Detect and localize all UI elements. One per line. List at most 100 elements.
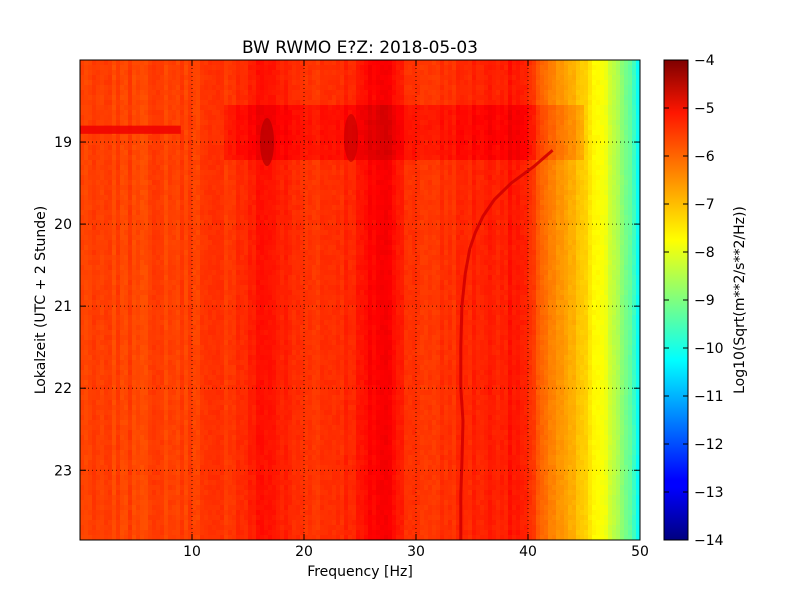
heatmap-cell	[208, 180, 213, 186]
heatmap-cell	[236, 170, 241, 176]
heatmap-cell	[212, 145, 217, 151]
heatmap-cell	[372, 215, 377, 221]
heatmap-cell	[456, 165, 461, 171]
heatmap-cell	[520, 200, 525, 206]
heatmap-cell	[472, 80, 477, 86]
heatmap-cell	[552, 100, 557, 106]
heatmap-cell	[568, 125, 573, 131]
heatmap-cell	[612, 65, 617, 71]
heatmap-cell	[208, 235, 213, 241]
heatmap-cell	[512, 215, 517, 221]
heatmap-cell	[620, 60, 625, 66]
heatmap-cell	[332, 70, 337, 76]
heatmap-cell	[516, 65, 521, 71]
heatmap-cell	[140, 205, 145, 211]
heatmap-cell	[264, 230, 269, 236]
heatmap-cell	[296, 215, 301, 221]
heatmap-cell	[112, 65, 117, 71]
heatmap-cell	[108, 120, 113, 126]
heatmap-cell	[264, 105, 269, 111]
heatmap-cell	[192, 120, 197, 126]
heatmap-cell	[92, 150, 97, 156]
heatmap-cell	[88, 85, 93, 91]
heatmap-cell	[232, 230, 237, 236]
heatmap-cell	[384, 90, 389, 96]
heatmap-cell	[84, 175, 89, 181]
heatmap-cell	[628, 75, 633, 81]
heatmap-cell	[148, 85, 153, 91]
heatmap-cell	[364, 180, 369, 186]
heatmap-cell	[452, 225, 457, 231]
heatmap-cell	[300, 130, 305, 136]
heatmap-cell	[536, 130, 541, 136]
heatmap-cell	[372, 75, 377, 81]
heatmap-cell	[120, 150, 125, 156]
heatmap-cell	[388, 125, 393, 131]
heatmap-cell	[500, 90, 505, 96]
heatmap-cell	[244, 215, 249, 221]
heatmap-cell	[592, 145, 597, 151]
heatmap-cell	[280, 75, 285, 81]
heatmap-cell	[92, 85, 97, 91]
heatmap-cell	[584, 160, 589, 166]
heatmap-cell	[116, 135, 121, 141]
heatmap-cell	[288, 230, 293, 236]
heatmap-cell	[488, 135, 493, 141]
heatmap-cell	[264, 90, 269, 96]
heatmap-cell	[288, 90, 293, 96]
heatmap-cell	[112, 150, 117, 156]
heatmap-cell	[120, 205, 125, 211]
heatmap-cell	[288, 185, 293, 191]
heatmap-cell	[192, 175, 197, 181]
heatmap-cell	[308, 150, 313, 156]
heatmap-cell	[276, 205, 281, 211]
heatmap-cell	[112, 235, 117, 241]
heatmap-cell	[208, 120, 213, 126]
heatmap-cell	[84, 200, 89, 206]
heatmap-cell	[368, 125, 373, 131]
heatmap-cell	[440, 75, 445, 81]
heatmap-cell	[412, 60, 417, 66]
heatmap-cell	[164, 60, 169, 66]
heatmap-cell	[360, 150, 365, 156]
heatmap-cell	[624, 60, 629, 66]
heatmap-cell	[592, 170, 597, 176]
heatmap-cell	[508, 100, 513, 106]
heatmap-cell	[120, 120, 125, 126]
heatmap-cell	[396, 75, 401, 81]
heatmap-cell	[420, 75, 425, 81]
heatmap-cell	[624, 180, 629, 186]
heatmap-cell	[280, 235, 285, 241]
heatmap-cell	[88, 135, 93, 141]
heatmap-cell	[344, 215, 349, 221]
heatmap-cell	[500, 80, 505, 86]
heatmap-cell	[460, 170, 465, 176]
heatmap-cell	[604, 205, 609, 211]
heatmap-cell	[340, 225, 345, 231]
heatmap-cell	[192, 200, 197, 206]
heatmap-cell	[584, 70, 589, 76]
heatmap-cell	[408, 90, 413, 96]
heatmap-cell	[612, 105, 617, 111]
heatmap-cell	[320, 220, 325, 226]
heatmap-cell	[468, 90, 473, 96]
heatmap-cell	[604, 75, 609, 81]
heatmap-cell	[496, 120, 501, 126]
heatmap-cell	[220, 110, 225, 116]
heatmap-cell	[216, 100, 221, 106]
heatmap-cell	[396, 70, 401, 76]
heatmap-cell	[608, 230, 613, 236]
heatmap-cell	[576, 190, 581, 196]
heatmap-cell	[600, 195, 605, 201]
heatmap-cell	[376, 195, 381, 201]
heatmap-cell	[496, 200, 501, 206]
heatmap-cell	[540, 195, 545, 201]
heatmap-cell	[244, 80, 249, 86]
heatmap-cell	[160, 200, 165, 206]
heatmap-cell	[96, 195, 101, 201]
heatmap-cell	[340, 80, 345, 86]
heatmap-cell	[212, 175, 217, 181]
heatmap-cell	[240, 155, 245, 161]
heatmap-cell	[468, 215, 473, 221]
heatmap-cell	[84, 145, 89, 151]
